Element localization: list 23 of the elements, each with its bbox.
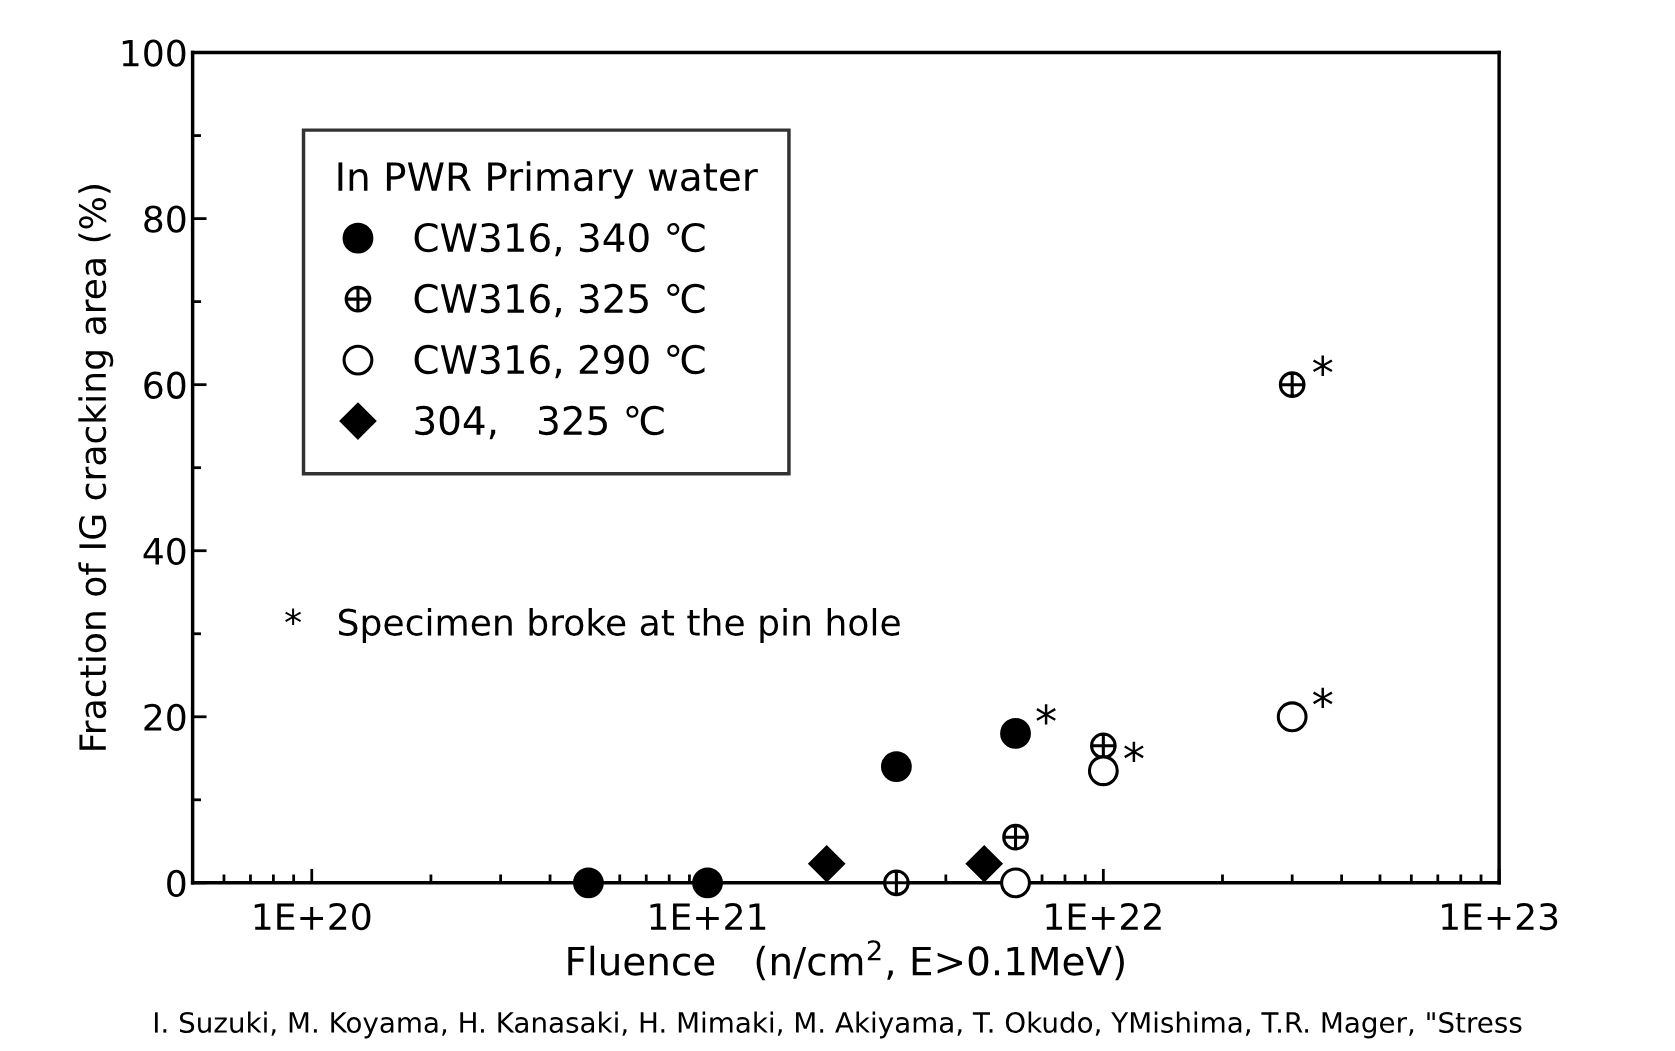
legend-title: In PWR Primary water xyxy=(338,161,758,199)
annotation: * xyxy=(1312,687,1333,708)
y-tick-label: 40 xyxy=(143,537,186,565)
y-tick-label: 60 xyxy=(144,371,186,399)
x-tick-label: 1E+23 xyxy=(1442,902,1558,931)
x-tick-label: 1E+22 xyxy=(1046,902,1161,930)
legend-label: 304, 325 ℃ xyxy=(415,405,664,440)
legend-label: CW316, 340 ℃ xyxy=(414,222,705,257)
x-tick-label: 1E+20 xyxy=(254,902,371,931)
annotation: * xyxy=(1124,741,1144,762)
annotation: * Specimen broke at the pin hole xyxy=(285,607,900,643)
text: I. Suzuki, M. Koyama, H. Kanasaki, H. Mimaki, M. Akiyama, T. Okudo, YMishima, T.R. Mager, "Stress xyxy=(154,1011,1522,1039)
y-tick-label: 0 xyxy=(167,869,186,898)
y-axis-title: Fraction of IG cracking area (%) xyxy=(78,185,114,750)
y-tick-label: 100 xyxy=(122,39,186,67)
annotation: * xyxy=(1036,704,1056,725)
legend-label: CW316, 325 ℃ xyxy=(414,283,705,318)
y-tick-label: 80 xyxy=(144,205,186,233)
annotation: * xyxy=(1312,355,1333,376)
x-tick-label: 1E+21 xyxy=(650,902,766,930)
legend-label: CW316, 290 ℃ xyxy=(414,344,705,379)
y-tick-label: 20 xyxy=(144,703,186,732)
x-axis-title: Fluence (n/cm$^{2}$, E>0.1MeV) xyxy=(568,940,1124,981)
